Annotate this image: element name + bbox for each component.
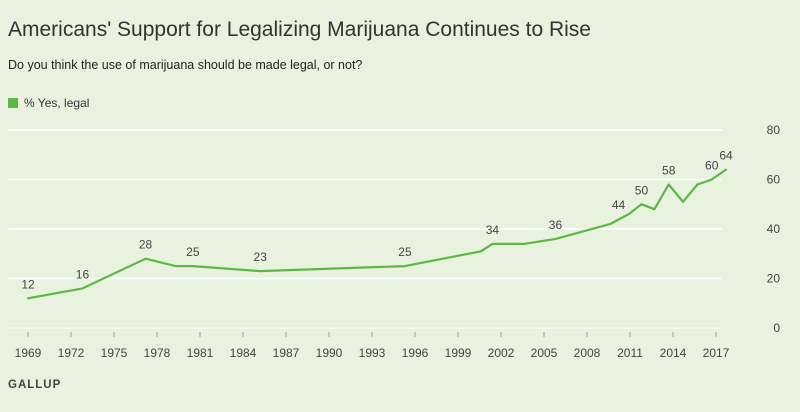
x-tick-label: 1984 bbox=[230, 346, 257, 360]
x-tick-label: 1969 bbox=[15, 346, 42, 360]
y-tick-label: 0 bbox=[773, 321, 780, 335]
data-label: 12 bbox=[21, 277, 35, 291]
x-tick-label: 1996 bbox=[402, 346, 429, 360]
x-tick-label: 1978 bbox=[144, 346, 171, 360]
data-label: 25 bbox=[186, 245, 200, 259]
x-tick-label: 2002 bbox=[488, 346, 515, 360]
x-tick-label: 2017 bbox=[703, 346, 730, 360]
x-tick-label: 1999 bbox=[445, 346, 472, 360]
source-label: GALLUP bbox=[8, 379, 62, 391]
data-label: 64 bbox=[719, 149, 733, 163]
x-tick-label: 1972 bbox=[58, 346, 85, 360]
x-tick-label: 1987 bbox=[273, 346, 300, 360]
chart-subtitle: Do you think the use of marijuana should… bbox=[8, 58, 363, 72]
data-label: 28 bbox=[139, 238, 153, 252]
x-tick-label: 1975 bbox=[101, 346, 128, 360]
y-tick-label: 40 bbox=[767, 222, 781, 236]
data-label: 23 bbox=[254, 250, 268, 264]
x-tick-label: 2011 bbox=[617, 346, 643, 360]
x-tick-label: 1981 bbox=[187, 346, 214, 360]
data-label: 50 bbox=[635, 183, 649, 197]
series-line bbox=[26, 168, 728, 300]
x-tick-label: 2005 bbox=[531, 346, 558, 360]
data-label: 34 bbox=[486, 223, 500, 237]
x-tick-label: 2014 bbox=[660, 346, 687, 360]
chart-title: Americans' Support for Legalizing Mariju… bbox=[8, 18, 591, 41]
x-tick-label: 1993 bbox=[359, 346, 386, 360]
data-label: 44 bbox=[612, 198, 626, 212]
data-label: 16 bbox=[76, 267, 90, 281]
data-label: 25 bbox=[398, 245, 412, 259]
y-tick-label: 80 bbox=[767, 123, 781, 137]
y-tick-label: 20 bbox=[767, 272, 781, 286]
legend: % Yes, legal bbox=[8, 96, 89, 110]
y-tick-label: 60 bbox=[767, 173, 781, 187]
data-label: 58 bbox=[662, 163, 676, 177]
data-label: 60 bbox=[705, 159, 719, 173]
legend-swatch bbox=[8, 98, 18, 108]
data-label: 36 bbox=[549, 218, 563, 232]
x-tick-label: 2008 bbox=[574, 346, 601, 360]
legend-label: % Yes, legal bbox=[24, 96, 90, 110]
x-tick-label: 1990 bbox=[316, 346, 343, 360]
